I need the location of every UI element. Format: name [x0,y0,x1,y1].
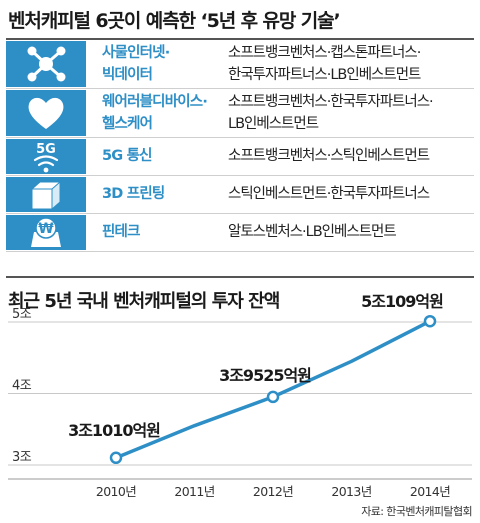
source-note: 자료: 한국벤처캐피탈협회 [361,505,472,518]
x-tick-label: 2010년 [96,484,136,499]
data-label: 5조109억원 [361,292,443,311]
tech-row: 5G 5G 통신 소프트뱅크벤처스·스틱인베스트먼트 [6,138,474,176]
svg-text:5G: 5G [36,142,56,157]
data-point [423,314,437,328]
tech-row: ₩ 핀테크 알토스벤처스·LB인베스트먼트 [6,214,474,252]
firm-list: 소프트뱅크벤처스·스틱인베스트먼트 [228,148,430,164]
heart-icon [6,90,86,136]
section-divider [6,276,474,278]
tech-row: 사물인터넷· 빅데이터 소프트뱅크벤처스·캡스톤파트너스· 한국투자파트너스·LB인… [6,38,474,89]
category-label: 5G 통신 [102,148,153,164]
won-coin-icon: ₩ [6,215,86,250]
firm-list: 알토스벤처스·LB인베스트먼트 [228,224,397,240]
chart-title: 최근 5년 국내 벤처캐피털의 투자 잔액 [8,291,280,312]
y-tick-label: 4조 [12,379,32,394]
network-icon [6,41,86,87]
firm-list: 스틱인베스트먼트·한국투자파트너스 [228,186,430,202]
x-tick-label: 2011년 [174,484,214,499]
category-label: 핀테크 [102,224,140,240]
category-label: 사물인터넷· 빅데이터 [102,45,170,83]
data-label: 3조1010억원 [68,421,160,440]
x-tick-label: 2014년 [410,484,450,499]
data-point [266,390,280,404]
tech-table: 사물인터넷· 빅데이터 소프트뱅크벤처스·캡스톤파트너스· 한국투자파트너스·LB인… [6,38,474,252]
data-label: 3조9525억원 [219,366,311,385]
page-title: 벤처캐피털 6곳이 예측한 ‘5년 후 유망 기술’ [8,10,341,32]
data-point [109,451,123,465]
y-tick-label: 5조 [12,307,32,322]
svg-text:₩: ₩ [38,221,54,237]
firm-list: 소프트뱅크벤처스·한국투자파트너스· LB인베스트먼트 [228,94,434,132]
tech-row: 3D 프린팅 스틱인베스트먼트·한국투자파트너스 [6,176,474,214]
series-line [115,319,431,460]
5g-signal-icon: 5G [6,139,86,174]
y-tick-label: 3조 [12,450,32,465]
category-label: 웨어러블디바이스· 헬스케어 [102,94,208,132]
x-tick-label: 2012년 [253,484,293,499]
category-label: 3D 프린팅 [102,186,165,202]
tech-row: 웨어러블디바이스· 헬스케어 소프트뱅크벤처스·한국투자파트너스· LB인베스트먼트 [6,89,474,138]
x-tick-label: 2013년 [331,484,371,499]
cube-icon [6,177,86,212]
firm-list: 소프트뱅크벤처스·캡스톤파트너스· 한국투자파트너스·LB인베스트먼트 [228,45,421,83]
